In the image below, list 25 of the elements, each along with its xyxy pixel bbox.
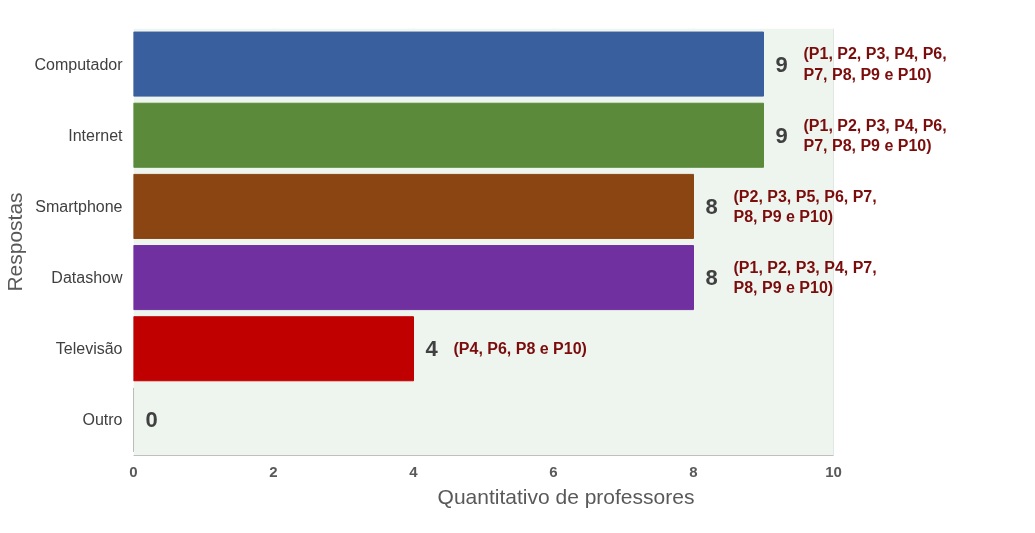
- data-label: 9: [775, 51, 788, 77]
- annotation: (P2, P3, P5, P6, P7, P8, P9 e P10): [733, 187, 877, 226]
- data-label: 8: [705, 193, 718, 219]
- data-label: 4: [425, 336, 439, 362]
- x-tick-label: 4: [409, 462, 419, 480]
- y-tick-label: Internet: [68, 126, 124, 144]
- y-tick-label: Datashow: [51, 269, 123, 287]
- annotation: (P1, P2, P3, P4, P6, P7, P8, P9 e P10): [803, 45, 947, 83]
- data-label: 9: [775, 122, 788, 148]
- x-tick-label: 0: [129, 462, 138, 480]
- y-tick-label: Televisão: [55, 340, 123, 358]
- x-axis-title: Quantitativo de professores: [437, 484, 695, 508]
- data-label: 8: [705, 265, 718, 291]
- x-tick-label: 10: [825, 462, 842, 480]
- x-tick-label: 6: [549, 462, 558, 480]
- annotation: (P1, P2, P3, P4, P6, P7, P8, P9 e P10): [803, 116, 947, 154]
- y-tick-label: Smartphone: [35, 197, 123, 215]
- y-tick-label: Outro: [82, 411, 123, 429]
- annotation: (P1, P2, P3, P4, P7, P8, P9 e P10): [733, 258, 877, 297]
- y-axis-title: Respostas: [3, 192, 27, 292]
- y-tick-label: Computador: [34, 55, 124, 73]
- x-tick-label: 8: [689, 462, 698, 480]
- annotation: (P4, P6, P8 e P10): [453, 340, 587, 358]
- data-label: 0: [145, 407, 158, 433]
- x-tick-label: 2: [269, 462, 278, 480]
